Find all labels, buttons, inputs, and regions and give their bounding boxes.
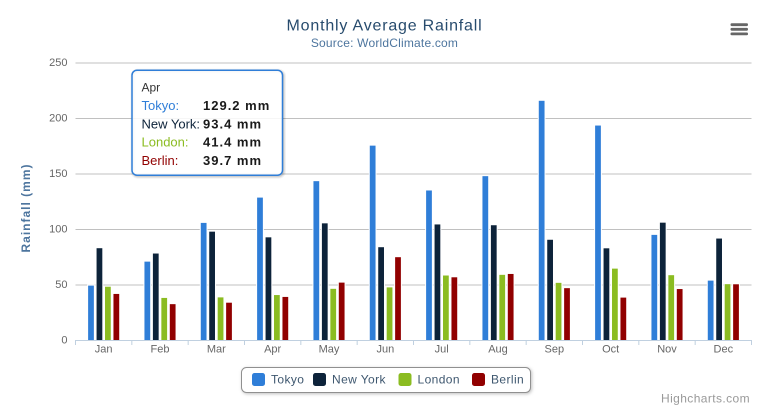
svg-text:150: 150	[49, 168, 67, 180]
svg-text:93.4 mm: 93.4 mm	[203, 116, 262, 131]
svg-text:200: 200	[49, 113, 67, 125]
svg-text:50: 50	[55, 279, 67, 291]
svg-text:Apr: Apr	[264, 344, 281, 356]
svg-text:Jun: Jun	[376, 344, 394, 356]
svg-text:New York: New York	[332, 373, 386, 387]
svg-text:Rainfall (mm): Rainfall (mm)	[19, 163, 33, 252]
svg-text:Source: WorldClimate.com: Source: WorldClimate.com	[311, 36, 458, 50]
svg-text:Feb: Feb	[151, 344, 170, 356]
svg-text:Berlin:: Berlin:	[142, 153, 179, 168]
svg-text:39.7 mm: 39.7 mm	[203, 153, 262, 168]
svg-text:London: London	[418, 373, 460, 387]
svg-text:London:: London:	[142, 135, 189, 150]
svg-text:Apr: Apr	[142, 81, 161, 95]
svg-text:Sep: Sep	[545, 344, 565, 356]
svg-text:0: 0	[61, 335, 67, 347]
svg-text:Aug: Aug	[488, 344, 508, 356]
svg-text:129.2 mm: 129.2 mm	[203, 98, 270, 113]
svg-text:Tokyo: Tokyo	[271, 373, 304, 387]
svg-text:Jul: Jul	[435, 344, 449, 356]
svg-text:Tokyo:: Tokyo:	[142, 98, 180, 113]
svg-text:Berlin: Berlin	[491, 373, 524, 387]
svg-text:Highcharts.com: Highcharts.com	[661, 392, 750, 406]
svg-text:Jan: Jan	[95, 344, 113, 356]
svg-text:250: 250	[49, 57, 67, 69]
svg-text:May: May	[319, 344, 340, 356]
svg-text:Monthly Average Rainfall: Monthly Average Rainfall	[287, 18, 483, 35]
svg-text:100: 100	[49, 224, 67, 236]
svg-text:Oct: Oct	[602, 344, 619, 356]
svg-text:Mar: Mar	[207, 344, 226, 356]
svg-text:Dec: Dec	[714, 344, 734, 356]
svg-text:Nov: Nov	[657, 344, 677, 356]
svg-text:New York:: New York:	[142, 116, 201, 131]
svg-text:41.4 mm: 41.4 mm	[203, 135, 262, 150]
